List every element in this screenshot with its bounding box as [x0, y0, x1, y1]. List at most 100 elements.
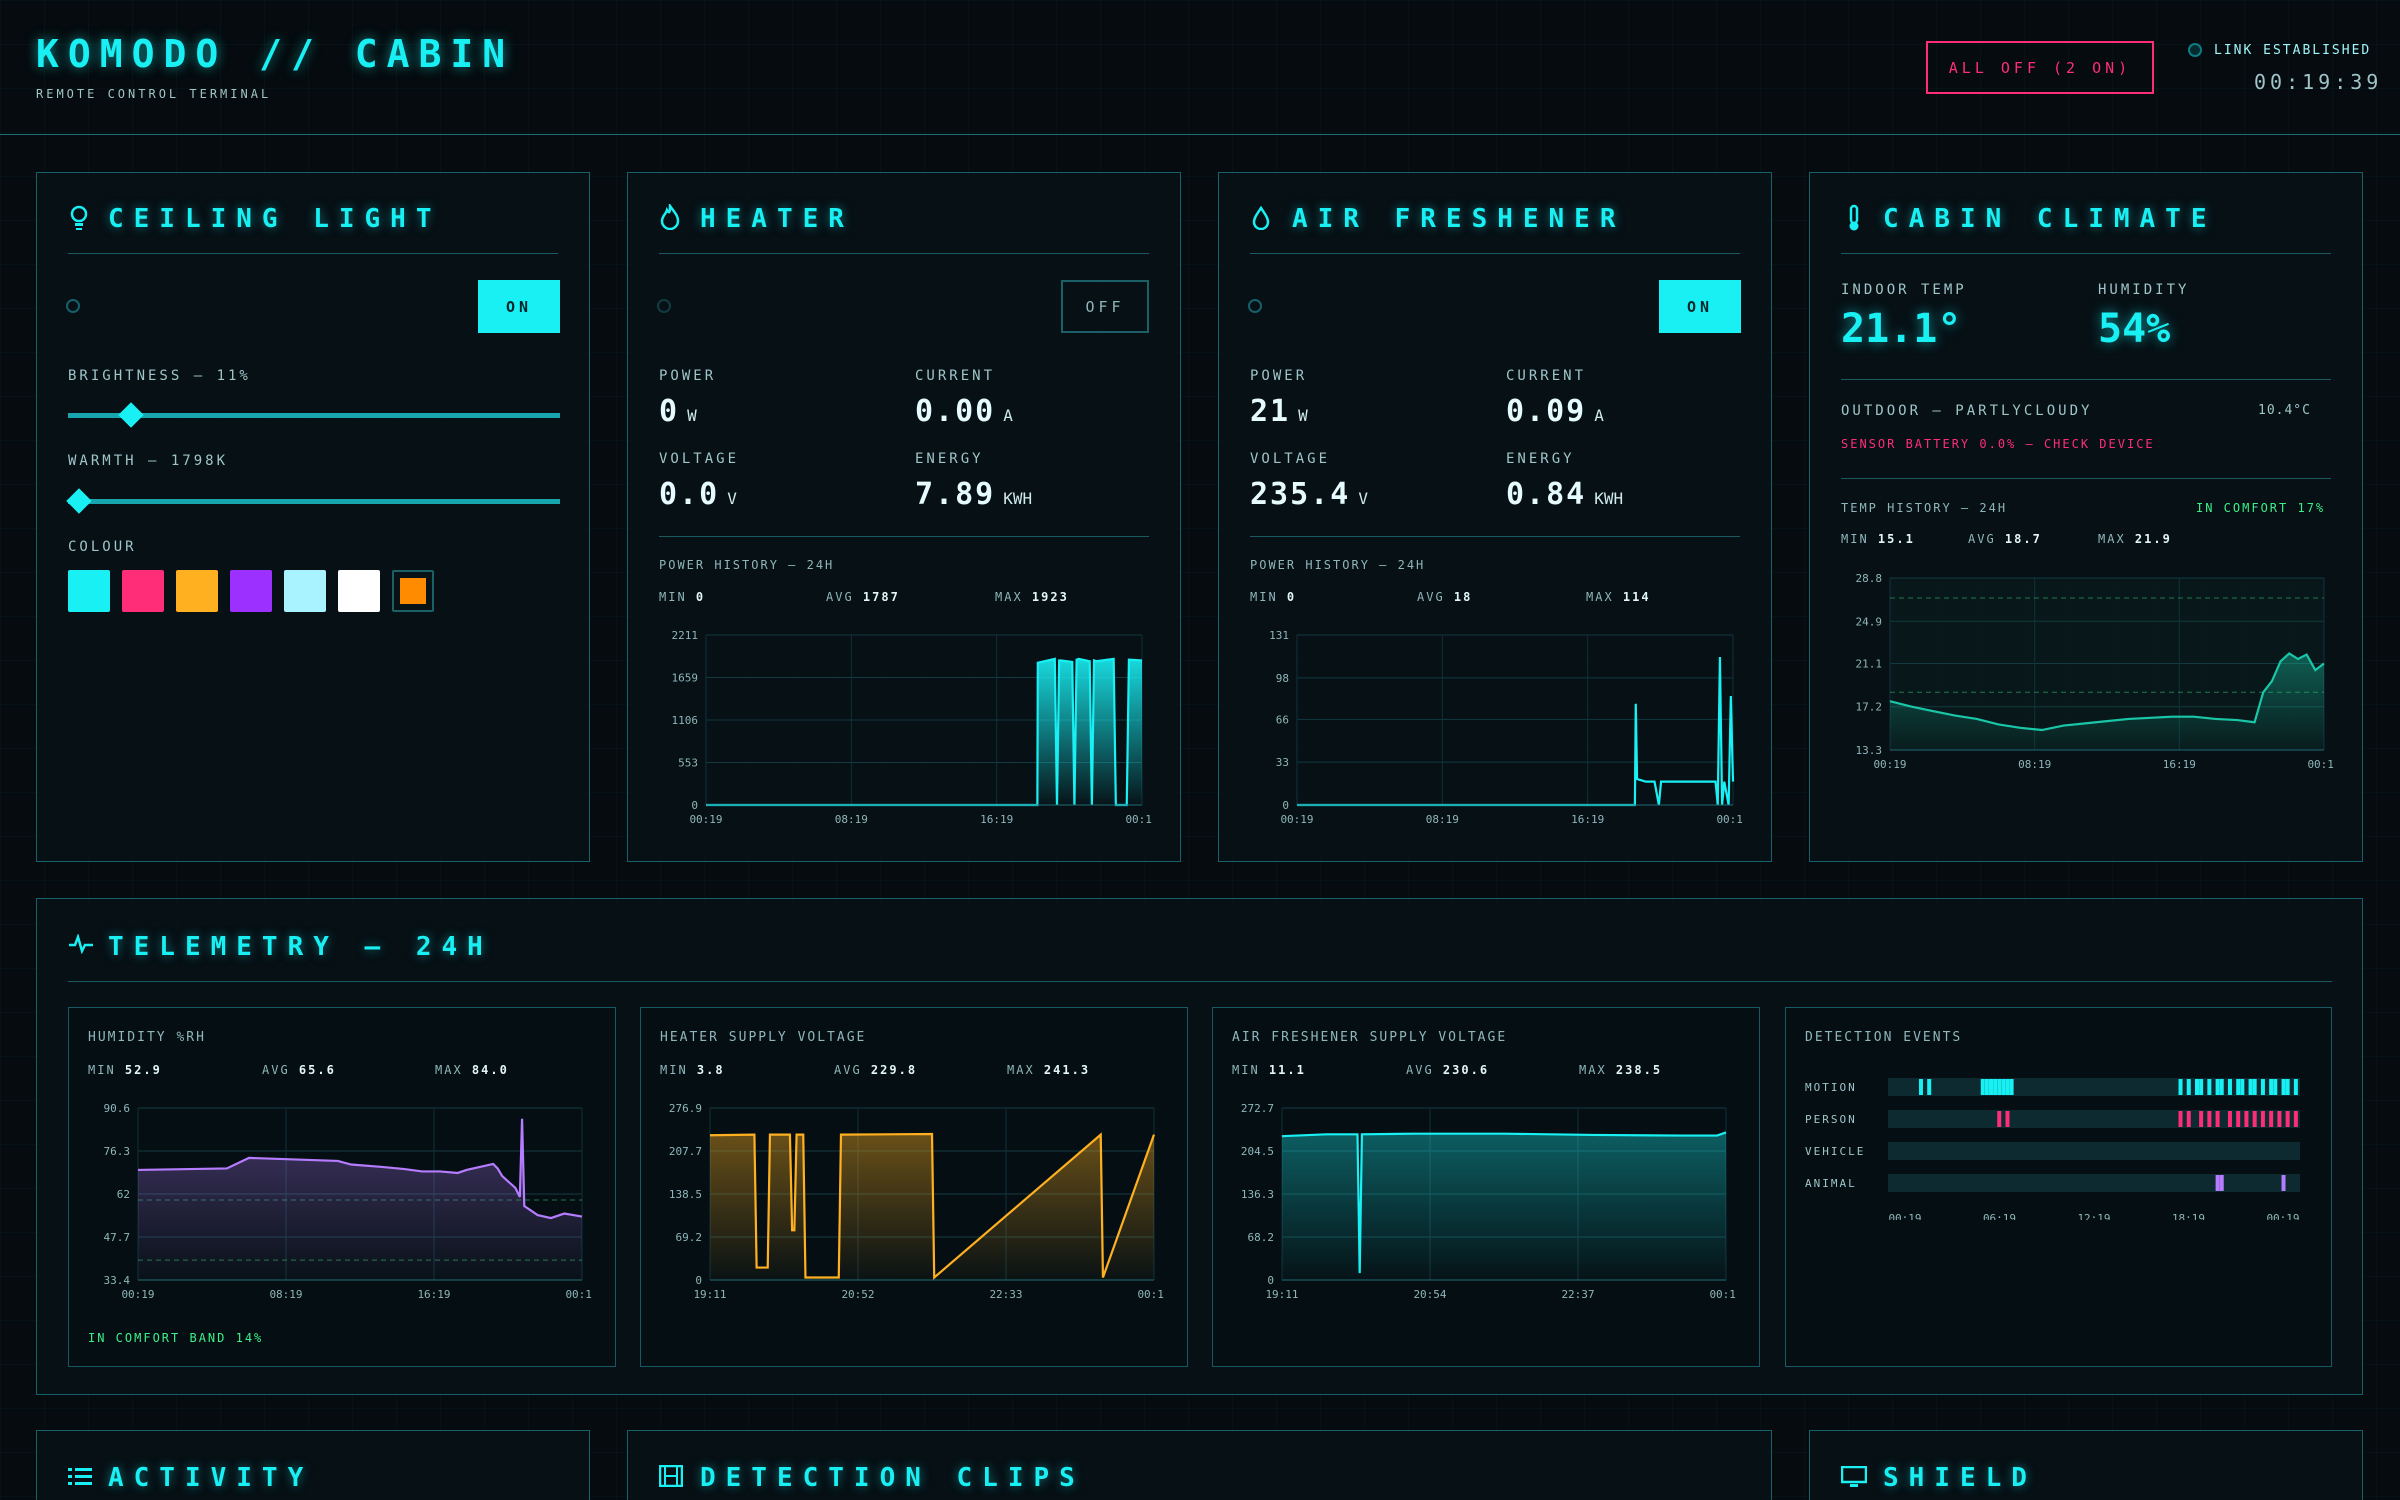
heater-voltage-chart: 0 69.2 138.5 207.7 276.9 19:11 20:52 22:33 00:14	[669, 1102, 1164, 1301]
x-tick-label: 19:11	[1265, 1288, 1298, 1301]
series-line	[137, 1118, 583, 1220]
humidity-chart: 33.4 47.7 62 76.3 90.6 00:19 08:19 16:19 00:19	[104, 1102, 593, 1301]
event-row-track	[1888, 1142, 2300, 1160]
shield-panel	[1809, 1430, 2363, 1500]
event-mark	[2293, 1111, 2298, 1127]
event-mark	[2252, 1079, 2257, 1095]
fresh-voltage-chart: 0 68.2 136.3 204.5 272.7 19:11 20:54 22:37 00:19	[1241, 1102, 1736, 1301]
subpanel-title: HUMIDITY %RH	[88, 1030, 206, 1045]
event-mark	[1918, 1079, 1923, 1095]
panel-title: CABIN CLIMATE	[1883, 204, 2217, 234]
series-area	[138, 1118, 582, 1280]
panel-title: AIR FRESHENER	[1292, 204, 1626, 234]
pulse-icon	[68, 933, 94, 958]
x-tick-label: 00:19	[565, 1288, 592, 1301]
temp-max: MAX 21.9	[2098, 532, 2172, 546]
event-mark	[2186, 1111, 2191, 1127]
series-line	[1297, 657, 1735, 807]
outdoor-label: OUTDOOR — PARTLYCLOUDY	[1841, 403, 2093, 419]
stat-avg: AVG 65.6	[262, 1063, 336, 1077]
x-tick-label: 12:19	[2077, 1212, 2110, 1220]
series-area	[710, 1134, 1154, 1280]
all-off-button[interactable]: ALL OFF (2 ON)	[1926, 41, 2154, 94]
colour-swatch[interactable]	[122, 570, 164, 612]
event-row-track	[1888, 1110, 2300, 1128]
divider	[1841, 379, 2331, 380]
power-toggle-button[interactable]: ON	[478, 280, 560, 333]
stat-avg: AVG 229.8	[834, 1063, 918, 1077]
power-toggle-button[interactable]: ON	[1659, 280, 1741, 333]
colour-swatch[interactable]	[284, 570, 326, 612]
event-mark	[1984, 1079, 1989, 1095]
divider	[1841, 478, 2331, 479]
subpanel-title: AIR FRESHENER SUPPLY VOLTAGE	[1232, 1030, 1508, 1045]
selected-swatch-fill	[400, 578, 426, 604]
event-row-label: VEHICLE	[1805, 1145, 1865, 1158]
colour-swatch[interactable]	[392, 570, 434, 612]
outdoor-value: 10.4°C	[2258, 403, 2311, 418]
colour-swatch[interactable]	[68, 570, 110, 612]
event-mark	[2215, 1079, 2220, 1095]
event-mark	[2199, 1111, 2204, 1127]
event-mark	[1980, 1079, 1985, 1095]
comfort-band-label: IN COMFORT BAND 14%	[88, 1331, 264, 1345]
activity-panel	[36, 1430, 590, 1500]
series-line	[1889, 652, 2325, 732]
thermometer-icon	[1846, 204, 1862, 236]
app-title: KOMODO // CABIN	[36, 32, 515, 76]
voltage-label: VOLTAGE	[659, 451, 740, 467]
stat-min: MIN 52.9	[88, 1063, 162, 1077]
history-label: POWER HISTORY — 24H	[659, 558, 835, 572]
stat-min: MIN 3.8	[660, 1063, 725, 1077]
colour-swatch[interactable]	[230, 570, 272, 612]
event-mark	[2005, 1079, 2010, 1095]
event-mark	[2285, 1111, 2290, 1127]
x-tick-label: 00:19	[1888, 1212, 1921, 1220]
detection-events-chart: MOTION PERSON VEHICLE ANIMAL 00:19 06:19 12:19…	[1805, 1078, 2300, 1220]
panel-title: SHIELD	[1883, 1463, 2037, 1493]
event-mark	[2277, 1111, 2282, 1127]
brightness-slider[interactable]	[68, 413, 560, 418]
subpanel-title: HEATER SUPPLY VOLTAGE	[660, 1030, 867, 1045]
warmth-slider[interactable]	[68, 499, 560, 504]
stat-avg: AVG 230.6	[1406, 1063, 1490, 1077]
voltage-value: 0.0 V	[659, 477, 737, 512]
divider	[659, 253, 1149, 254]
event-mark	[2207, 1111, 2212, 1127]
colour-swatches	[68, 570, 468, 614]
power-toggle-button[interactable]: OFF	[1061, 280, 1149, 333]
stat-max: MAX 241.3	[1007, 1063, 1091, 1077]
event-mark	[2186, 1079, 2191, 1095]
event-mark	[2215, 1175, 2220, 1191]
power-label: POWER	[1250, 368, 1308, 384]
y-tick-label: 28.8	[1856, 572, 1883, 585]
brightness-label: BRIGHTNESS — 11%	[68, 368, 251, 384]
history-avg: AVG 1787	[826, 590, 900, 604]
y-tick-label: 138.5	[669, 1188, 702, 1201]
series-line	[709, 1132, 1156, 1280]
event-mark	[2269, 1079, 2274, 1095]
series-line	[1281, 1131, 1727, 1274]
stat-min: MIN 11.1	[1232, 1063, 1306, 1077]
divider	[68, 253, 558, 254]
y-tick-label: 47.7	[104, 1231, 131, 1244]
indoor-temp-value: 21.1°	[1841, 306, 1962, 352]
current-label: CURRENT	[915, 368, 996, 384]
current-value: 0.09 A	[1506, 394, 1604, 429]
series-area	[1282, 1132, 1726, 1280]
x-tick-label: 00:19	[1873, 758, 1906, 771]
film-icon	[658, 1464, 684, 1491]
history-max: MAX 114	[1586, 590, 1651, 604]
history-avg: AVG 18	[1417, 590, 1473, 604]
y-tick-label: 2211	[672, 629, 699, 642]
event-mark	[1989, 1079, 1993, 1095]
y-tick-label: 62	[117, 1188, 130, 1201]
colour-swatch[interactable]	[176, 570, 218, 612]
x-tick-label: 00:19	[689, 813, 722, 826]
battery-warning: SENSOR BATTERY 0.0% — CHECK DEVICE	[1841, 437, 2155, 451]
colour-swatch[interactable]	[338, 570, 380, 612]
x-tick-label: 18:19	[2172, 1212, 2205, 1220]
history-min: MIN 0	[1250, 590, 1297, 604]
x-tick-label: 00:19	[1709, 1288, 1736, 1301]
event-mark	[2281, 1079, 2286, 1095]
